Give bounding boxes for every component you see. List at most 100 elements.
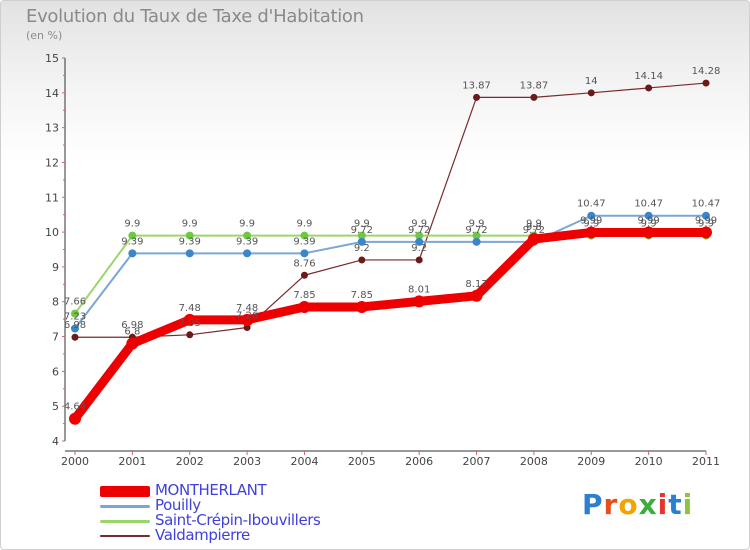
data-point (358, 256, 366, 264)
x-tick-label: 2000 (61, 455, 89, 468)
data-label: 7.05 (179, 318, 201, 329)
y-tick-label: 13 (45, 122, 59, 135)
data-point (472, 237, 481, 246)
x-tick-label: 2010 (635, 455, 663, 468)
data-label: 9.39 (293, 236, 315, 247)
legend-label: MONTHERLANT (155, 481, 267, 499)
logo-letter: i (682, 488, 694, 521)
y-tick-label: 12 (45, 156, 59, 169)
data-point (185, 231, 194, 240)
x-tick-label: 2003 (233, 455, 261, 468)
data-point (415, 256, 423, 264)
data-label: 7.66 (64, 297, 86, 308)
data-point (126, 337, 139, 350)
data-label: 9.72 (408, 225, 430, 236)
data-point (357, 237, 366, 246)
data-point (128, 249, 137, 258)
y-tick-label: 10 (45, 226, 59, 239)
data-label: 6.98 (64, 320, 86, 331)
data-label: 9.9 (297, 219, 313, 230)
y-tick-label: 14 (45, 87, 59, 100)
series-line (74, 214, 707, 330)
series-montherlant (69, 226, 712, 425)
data-label: 9.72 (465, 225, 487, 236)
data-label: 9.9 (583, 219, 599, 230)
data-point (644, 211, 653, 220)
x-tick-label: 2006 (405, 455, 433, 468)
series-line (74, 82, 707, 338)
series-layer (69, 79, 712, 425)
data-point (700, 226, 712, 239)
x-tick-label: 2004 (290, 455, 318, 468)
data-label: 7.26 (236, 310, 258, 321)
data-point (243, 323, 251, 331)
logo-letter: x (638, 488, 658, 521)
data-point (702, 211, 710, 220)
data-point (587, 211, 596, 220)
proxiti-logo: Proxiti (582, 488, 693, 521)
logo-letter: o (618, 488, 639, 521)
data-point (241, 313, 254, 326)
data-point (298, 300, 311, 313)
data-label: 10.47 (577, 199, 606, 210)
data-label: 9.2 (411, 243, 427, 254)
logo-letter: i (657, 488, 669, 521)
y-tick-label: 7 (52, 331, 59, 344)
data-point (415, 231, 424, 240)
data-label: 9.9 (182, 219, 198, 230)
data-label: 9.99 (695, 215, 717, 226)
data-label: 6.98 (121, 320, 143, 331)
data-label: 9.39 (121, 236, 143, 247)
data-point (355, 300, 368, 313)
data-label: 10.47 (692, 199, 721, 210)
data-label: 9.8 (526, 222, 542, 233)
x-tick-label: 2007 (463, 455, 491, 468)
logo-letter: P (582, 488, 604, 521)
x-tick-label: 2001 (118, 455, 146, 468)
data-point (186, 331, 194, 339)
data-point (243, 249, 252, 258)
legend-swatch (100, 519, 150, 523)
data-point (413, 295, 426, 308)
chart-title: Evolution du Taux de Taxe d'Habitation (26, 6, 364, 27)
data-label: 9.9 (124, 219, 140, 230)
data-label: 9.9 (354, 219, 370, 230)
data-point (185, 249, 194, 258)
logo-letter: r (603, 488, 619, 521)
data-label: 9.9 (698, 219, 714, 230)
data-label: 13.87 (462, 80, 491, 91)
data-label: 7.23 (64, 312, 86, 323)
data-label: 9.99 (580, 215, 602, 226)
data-label: 9.39 (179, 236, 201, 247)
legend-swatch (100, 485, 150, 497)
y-tick-label: 15 (45, 52, 59, 65)
data-point (587, 89, 595, 97)
data-point (470, 289, 483, 302)
legend-label: Saint-Crépin-Ibouvillers (155, 511, 321, 529)
data-point (71, 324, 79, 333)
data-label: 8.01 (408, 284, 430, 295)
y-tick-label: 9 (52, 261, 59, 274)
data-label: 8.76 (293, 258, 315, 269)
data-point (585, 226, 598, 239)
data-point (702, 79, 710, 87)
data-point (473, 93, 481, 101)
data-label: 9.99 (638, 215, 660, 226)
legend-label: Pouilly (155, 496, 201, 514)
data-point (243, 231, 252, 240)
data-point (415, 237, 424, 246)
data-label: 9.9 (411, 219, 427, 230)
data-label: 6.8 (124, 327, 140, 338)
logo-letter: t (668, 488, 683, 521)
data-label: 14.14 (634, 71, 663, 82)
axes: 4 5 6 7 8 9 10 11 12 13 14 15 2000 2001 2002 2003 2004 20… (45, 52, 720, 468)
data-point (71, 309, 79, 318)
data-point (645, 84, 653, 92)
data-label: 9.9 (641, 219, 657, 230)
data-label: 9.72 (523, 225, 545, 236)
data-point (472, 231, 481, 240)
data-label: 9.2 (354, 243, 370, 254)
data-label: 13.87 (520, 80, 549, 91)
data-label: 9.9 (469, 219, 485, 230)
